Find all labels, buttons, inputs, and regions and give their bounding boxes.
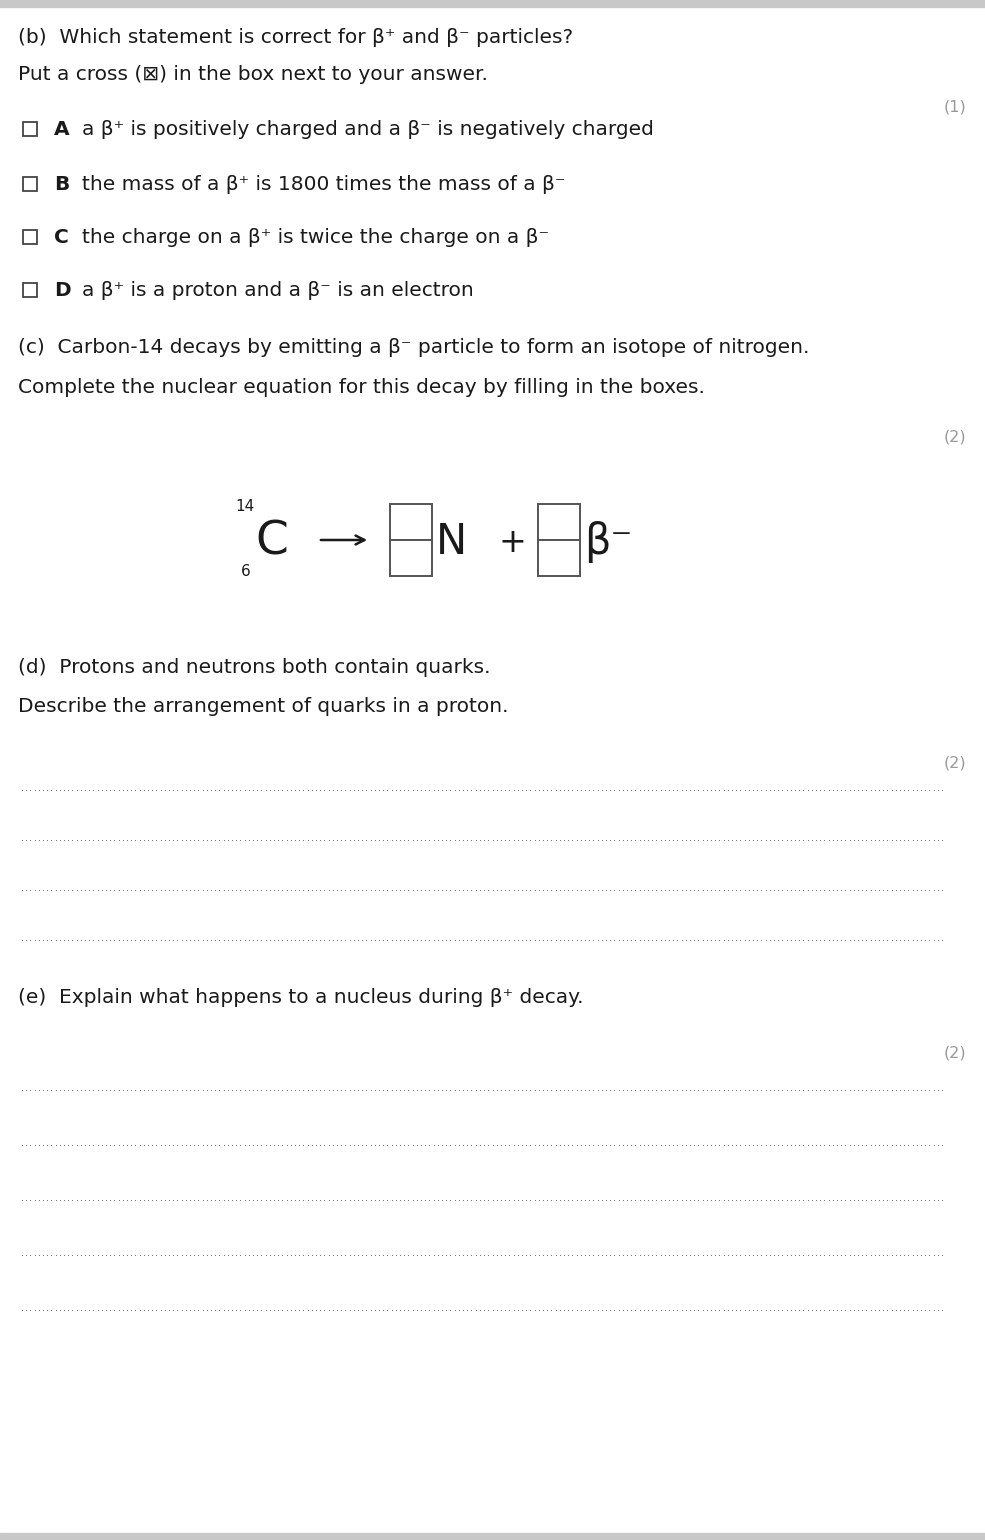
Text: (b)  Which statement is correct for β⁺ and β⁻ particles?: (b) Which statement is correct for β⁺ an… [18, 28, 573, 48]
Text: Describe the arrangement of quarks in a proton.: Describe the arrangement of quarks in a … [18, 698, 508, 716]
Text: C: C [255, 519, 288, 565]
Bar [538, 541, 580, 576]
Text: (d)  Protons and neutrons both contain quarks.: (d) Protons and neutrons both contain qu… [18, 658, 491, 678]
Bar [23, 122, 37, 136]
Text: the charge on a β⁺ is twice the charge on a β⁻: the charge on a β⁺ is twice the charge o… [82, 228, 549, 246]
Text: N: N [436, 521, 467, 564]
Text: (1): (1) [944, 100, 966, 116]
Text: (c)  Carbon-14 decays by emitting a β⁻ particle to form an isotope of nitrogen.: (c) Carbon-14 decays by emitting a β⁻ pa… [18, 337, 810, 357]
Text: a β⁺ is a proton and a β⁻ is an electron: a β⁺ is a proton and a β⁻ is an electron [82, 280, 474, 300]
Bar [0, 1532, 985, 1540]
Bar [23, 283, 37, 297]
Text: Complete the nuclear equation for this decay by filling in the boxes.: Complete the nuclear equation for this d… [18, 377, 705, 397]
Text: a β⁺ is positively charged and a β⁻ is negatively charged: a β⁺ is positively charged and a β⁻ is n… [82, 120, 654, 139]
Text: +: + [498, 525, 526, 559]
Text: B: B [54, 176, 69, 194]
Text: D: D [54, 280, 71, 300]
Bar [23, 229, 37, 243]
Bar [390, 541, 432, 576]
Bar [23, 177, 37, 191]
Text: 6: 6 [241, 564, 251, 579]
Text: (e)  Explain what happens to a nucleus during β⁺ decay.: (e) Explain what happens to a nucleus du… [18, 989, 583, 1007]
Text: the mass of a β⁺ is 1800 times the mass of a β⁻: the mass of a β⁺ is 1800 times the mass … [82, 176, 565, 194]
Text: β⁻: β⁻ [584, 521, 632, 564]
Text: A: A [54, 120, 70, 139]
Bar [390, 504, 432, 541]
Text: (2): (2) [944, 755, 966, 770]
Text: (2): (2) [944, 1046, 966, 1060]
Bar [0, 0, 985, 8]
Text: Put a cross (⊠) in the box next to your answer.: Put a cross (⊠) in the box next to your … [18, 65, 488, 85]
Text: C: C [54, 228, 69, 246]
Text: (2): (2) [944, 430, 966, 445]
Text: 14: 14 [235, 499, 254, 514]
Bar [538, 504, 580, 541]
